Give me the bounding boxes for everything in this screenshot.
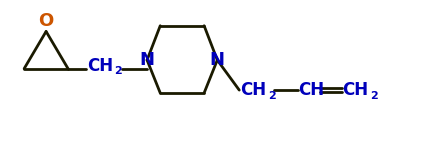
- Text: O: O: [39, 12, 53, 30]
- Text: CH: CH: [298, 81, 324, 99]
- Text: N: N: [139, 51, 154, 69]
- Text: 2: 2: [114, 66, 122, 77]
- Text: CH: CH: [87, 57, 113, 75]
- Text: CH: CH: [240, 81, 266, 99]
- Text: N: N: [209, 51, 224, 69]
- Text: 2: 2: [369, 91, 377, 101]
- Text: 2: 2: [268, 91, 276, 101]
- Text: CH: CH: [342, 81, 368, 99]
